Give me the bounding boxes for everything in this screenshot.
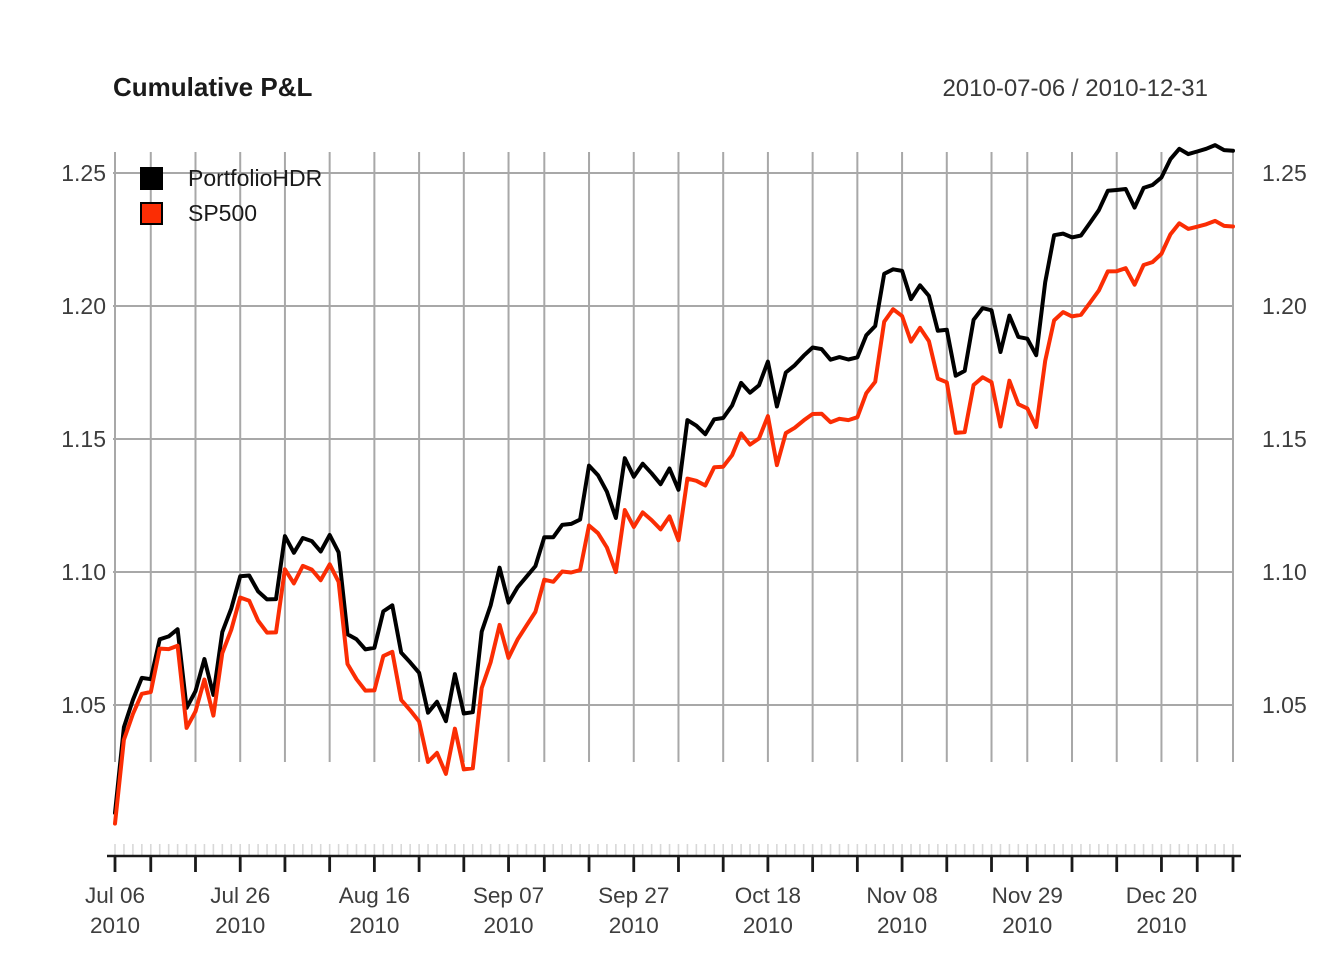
x-tick-label-date: Aug 16 bbox=[339, 883, 410, 908]
y-tick-label: 1.05 bbox=[61, 692, 106, 718]
y-axis-labels-left: 1.05 1.10 1.15 1.20 1.25 bbox=[61, 160, 106, 718]
legend: PortfolioHDR SP500 bbox=[140, 167, 322, 237]
y-tick-label: 1.15 bbox=[61, 426, 106, 452]
x-axis-labels: Jul 06 2010 Jul 26 2010 Aug 16 2010 Sep 07 2010… bbox=[85, 883, 1197, 938]
x-axis bbox=[107, 854, 1241, 872]
x-tick-label-date: Dec 20 bbox=[1126, 883, 1197, 908]
x-tick-label-year: 2010 bbox=[877, 913, 927, 938]
x-tick-label-date: Oct 18 bbox=[735, 883, 801, 908]
series-line-sp500 bbox=[113, 218, 1235, 826]
series-line-portfoliohdr bbox=[113, 143, 1235, 815]
x-tick-label-date: Sep 27 bbox=[598, 883, 669, 908]
y-tick-label: 1.10 bbox=[1262, 559, 1307, 585]
x-tick-label-year: 2010 bbox=[743, 913, 793, 938]
x-tick-label-year: 2010 bbox=[484, 913, 534, 938]
vertical-gridlines bbox=[114, 152, 1234, 762]
series-lines bbox=[113, 143, 1235, 826]
chart-title: Cumulative P&L bbox=[113, 72, 313, 102]
y-tick-label: 1.25 bbox=[1262, 160, 1307, 186]
x-tick-label-year: 2010 bbox=[1136, 913, 1186, 938]
y-tick-label: 1.20 bbox=[1262, 293, 1307, 319]
y-tick-label: 1.25 bbox=[61, 160, 106, 186]
legend-item-sp500: SP500 bbox=[140, 202, 322, 225]
x-tick-label-year: 2010 bbox=[609, 913, 659, 938]
y-tick-label: 1.20 bbox=[61, 293, 106, 319]
x-tick-label-date: Sep 07 bbox=[473, 883, 544, 908]
horizontal-gridlines bbox=[113, 172, 1233, 706]
y-tick-label: 1.15 bbox=[1262, 426, 1307, 452]
x-tick-label-year: 2010 bbox=[90, 913, 140, 938]
y-tick-label: 1.05 bbox=[1262, 692, 1307, 718]
x-tick-label-date: Nov 08 bbox=[866, 883, 937, 908]
legend-swatch-portfoliohdr-icon bbox=[140, 167, 163, 190]
x-tick-label-year: 2010 bbox=[349, 913, 399, 938]
x-tick-label-year: 2010 bbox=[1002, 913, 1052, 938]
legend-label-sp500: SP500 bbox=[188, 200, 258, 226]
y-tick-label: 1.10 bbox=[61, 559, 106, 585]
x-tick-label-year: 2010 bbox=[215, 913, 265, 938]
x-axis-minor-ticks bbox=[114, 844, 1234, 856]
legend-swatch-sp500-icon bbox=[140, 202, 163, 225]
x-tick-label-date: Jul 26 bbox=[210, 883, 270, 908]
legend-item-portfoliohdr: PortfolioHDR bbox=[140, 167, 322, 190]
date-range-label: 2010-07-06 / 2010-12-31 bbox=[942, 75, 1208, 102]
y-axis-labels-right: 1.05 1.10 1.15 1.20 1.25 bbox=[1262, 160, 1307, 718]
x-tick-label-date: Nov 29 bbox=[992, 883, 1063, 908]
legend-label-portfoliohdr: PortfolioHDR bbox=[188, 165, 323, 191]
x-tick-label-date: Jul 06 bbox=[85, 883, 145, 908]
